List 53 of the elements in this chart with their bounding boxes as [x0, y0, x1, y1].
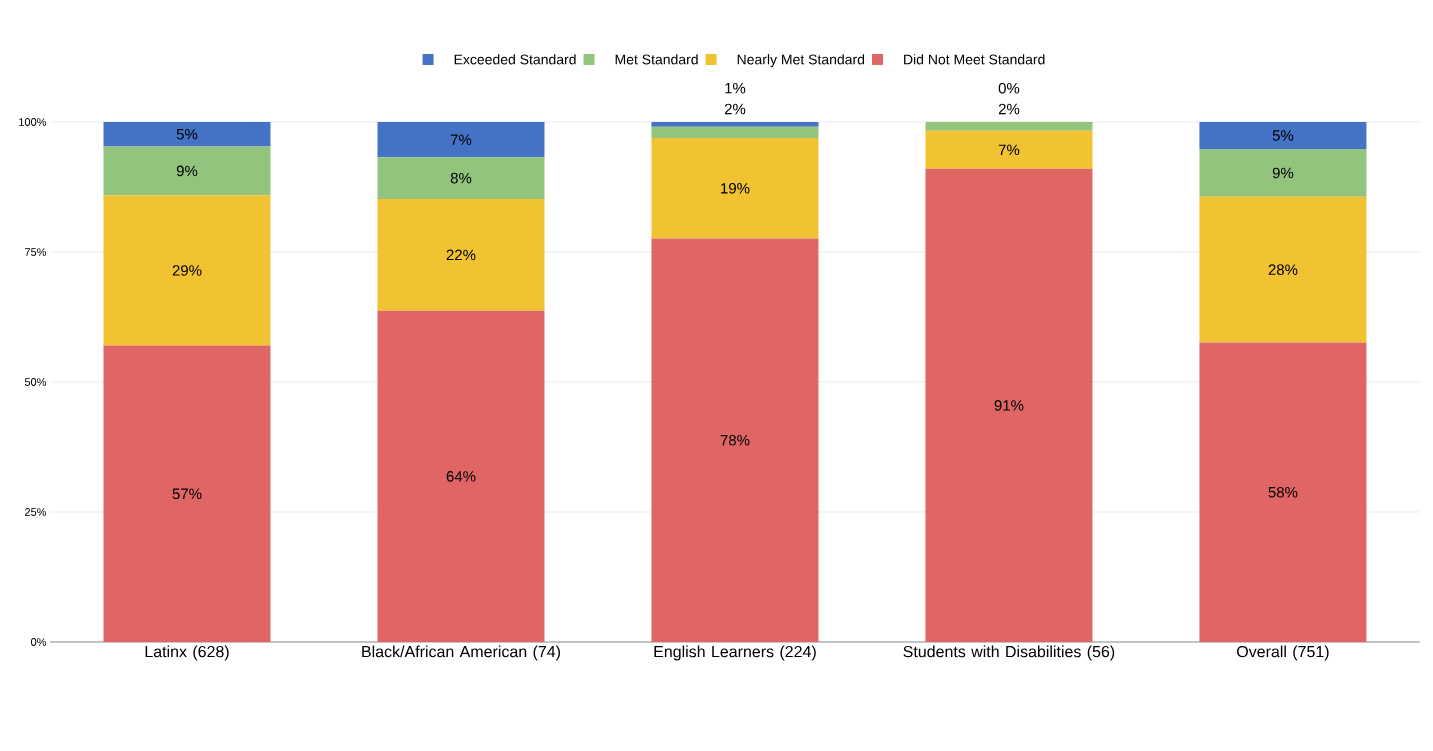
- data-label: 28%: [1268, 264, 1298, 275]
- bar: [651, 238, 819, 642]
- bar: [651, 138, 819, 239]
- legend-label: Exceeded Standard: [454, 54, 576, 65]
- data-label: 78%: [720, 434, 750, 446]
- bar: [103, 146, 271, 196]
- data-label: 5%: [176, 128, 198, 140]
- data-label: 64%: [446, 471, 476, 482]
- data-label: 9%: [176, 165, 198, 177]
- bar: [377, 121, 545, 158]
- bar: [925, 168, 1093, 642]
- data-label: 7%: [450, 134, 472, 145]
- bar: [1199, 149, 1367, 197]
- data-label: 58%: [1268, 486, 1298, 498]
- bar: [925, 130, 1093, 169]
- data-label: 57%: [172, 488, 202, 500]
- y-tick-label: 100%: [19, 118, 47, 126]
- bar: [103, 121, 271, 147]
- bar: [103, 195, 271, 346]
- data-label: 2%: [724, 103, 746, 115]
- x-tick-label: Students with Disabilities (56): [903, 645, 1115, 661]
- y-tick-label: 50%: [24, 378, 47, 386]
- bar: [377, 198, 545, 311]
- legend-label: Did Not Meet Standard: [904, 54, 1045, 65]
- x-tick-label: English Learners (224): [654, 645, 816, 661]
- data-label: 1%: [725, 82, 746, 94]
- data-label: 5%: [1272, 130, 1294, 141]
- data-label: 9%: [1272, 167, 1294, 179]
- data-label: 91%: [994, 400, 1024, 411]
- bar: [377, 157, 545, 199]
- bar: [651, 121, 819, 127]
- y-tick-label: 75%: [25, 248, 47, 256]
- bar: [925, 121, 1093, 131]
- x-tick-label: Latinx (628): [145, 645, 229, 661]
- bar: [377, 310, 545, 642]
- data-label: 29%: [172, 265, 202, 276]
- bar: [1199, 196, 1367, 343]
- x-tick-label: Black/African American (74): [362, 645, 560, 661]
- legend-label: Met Standard: [615, 54, 698, 65]
- legend-label: Nearly Met Standard: [737, 54, 865, 68]
- data-label: 19%: [721, 182, 750, 194]
- bar: [1199, 121, 1367, 150]
- y-tick-label: 25%: [25, 508, 47, 516]
- x-tick-label: Overall (751): [1237, 645, 1329, 661]
- data-label: 0%: [998, 82, 1020, 94]
- bar: [103, 345, 271, 642]
- y-tick-label: 0%: [31, 638, 47, 646]
- bar: [1199, 342, 1367, 642]
- data-label: 2%: [998, 103, 1020, 115]
- bar: [651, 126, 819, 139]
- data-label: 7%: [998, 144, 1020, 156]
- data-label: 22%: [446, 249, 476, 261]
- data-label: 8%: [450, 172, 472, 184]
